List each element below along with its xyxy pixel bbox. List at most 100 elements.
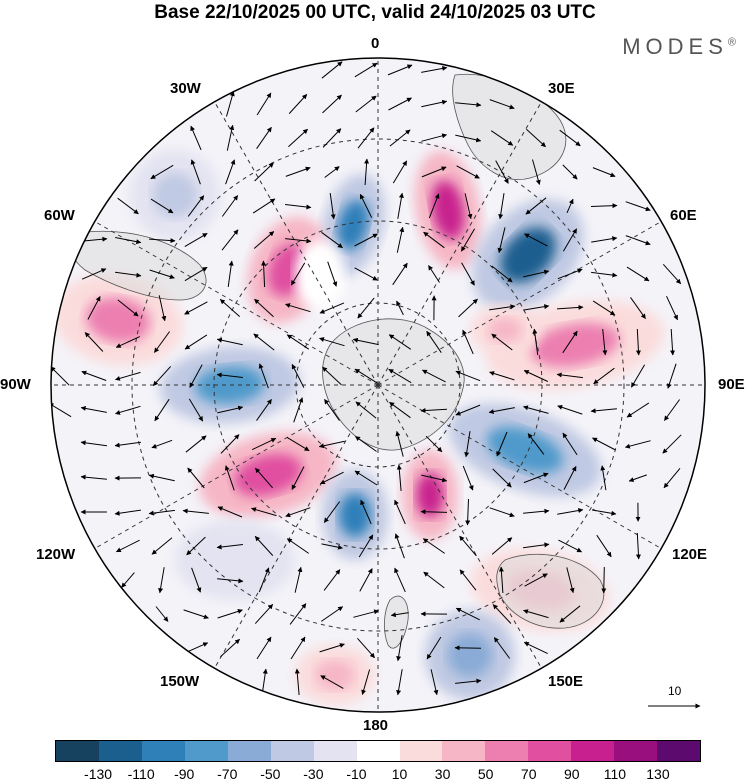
wind-arrow (562, 164, 578, 180)
wind-arrow (625, 235, 651, 246)
wind-arrow (455, 678, 482, 684)
wind-arrow (189, 364, 203, 388)
lon-label-150w: 150W (160, 673, 200, 690)
colorbar (55, 740, 701, 762)
wind-arrow (258, 567, 270, 593)
colorbar-tick-label: 90 (564, 766, 580, 782)
lon-label-180: 180 (363, 717, 389, 734)
wind-arrow (321, 231, 343, 249)
wind-arrow (426, 636, 442, 660)
wind-arrow (254, 604, 274, 624)
wind-arrow (318, 440, 345, 449)
wind-arrow (566, 198, 574, 214)
wind-arrow (458, 298, 478, 318)
wind-arrow (224, 465, 235, 491)
wind-arrow (390, 612, 409, 618)
wind-arrow (150, 198, 174, 214)
wind-arrow (154, 398, 170, 422)
anomaly-core-8 (233, 453, 303, 497)
wind-arrow (459, 569, 477, 591)
wind-arrow (81, 370, 107, 381)
wind-arrow (397, 192, 404, 219)
wind-arrow (592, 167, 616, 178)
wind-arrow (319, 471, 344, 485)
wind-arrow (80, 405, 107, 413)
wind-arrow (493, 637, 511, 659)
wind-arrow (601, 566, 607, 594)
wind-arrow (354, 368, 378, 384)
anomaly-core-16 (315, 660, 355, 690)
wind-arrow (562, 432, 578, 456)
wind-arrow (456, 165, 480, 179)
wind-arrow (354, 470, 378, 486)
wind-arrow (364, 158, 370, 186)
wind-arrow (423, 571, 445, 589)
colorbar-tick-label: -10 (346, 766, 367, 782)
wind-arrow (285, 507, 311, 518)
wind-arrow (291, 466, 305, 490)
wind-arrow (523, 641, 548, 655)
wind-arrow (256, 636, 272, 660)
colorbar-segment-8 (399, 741, 443, 761)
colorbar-tick-label: -110 (127, 766, 155, 782)
wind-arrow (216, 372, 243, 378)
wind-arrow (592, 437, 616, 451)
wind-arrow (291, 363, 305, 388)
wind-arrow (426, 330, 442, 353)
wind-arrow (182, 508, 209, 514)
colorbar-segment-4 (227, 741, 271, 761)
wind-arrow (455, 102, 482, 108)
meridian-240 (91, 384, 379, 551)
wind-arrow (421, 133, 448, 142)
wind-arrow (626, 402, 650, 418)
colorbar-tick-label: 50 (477, 766, 494, 782)
wind-arrow (523, 269, 550, 278)
wind-arrow (559, 605, 581, 623)
wind-arrow (395, 430, 404, 457)
anomaly-core-6 (195, 365, 265, 405)
wind-arrow (217, 506, 243, 518)
wind-arrow (489, 507, 515, 518)
wind-arrow (394, 499, 406, 525)
wind-arrow (626, 266, 650, 282)
modes-logo: MODES® (622, 34, 736, 60)
wind-arrow (455, 134, 482, 143)
wind-arrow (227, 260, 234, 287)
wind-arrow (496, 431, 508, 457)
wind-arrow (523, 405, 549, 414)
wind-arrow (191, 567, 202, 593)
wind-arrow (322, 366, 342, 386)
wind-arrow (357, 127, 375, 149)
colorbar-tick-label: -70 (217, 766, 238, 782)
wind-arrow (320, 675, 344, 689)
wind-arrow (663, 467, 681, 489)
wind-arrow (454, 645, 482, 651)
wind-arrow (394, 567, 406, 593)
colorbar-segment-5 (270, 741, 314, 761)
wind-arrow (220, 638, 240, 658)
wind-arrow (498, 566, 504, 594)
wind-arrow (527, 433, 545, 455)
colorbar-segment-10 (485, 741, 529, 761)
lon-label-60w: 60W (44, 207, 75, 224)
wind-arrow (329, 193, 336, 220)
wind-arrow (389, 129, 411, 147)
colorbar-tick-label: 10 (391, 766, 408, 782)
wind-arrow (117, 299, 139, 317)
anomaly-core-1 (431, 180, 465, 240)
wind-arrow (396, 300, 404, 316)
wind-arrow (593, 367, 615, 385)
map-boundary (50, 57, 706, 713)
wind-arrow (490, 130, 514, 146)
lon-label-60e: 60E (670, 207, 697, 224)
wind-arrow (563, 465, 577, 490)
wind-arrow (217, 578, 244, 584)
wind-arrow (184, 266, 208, 282)
wind-arrow (492, 604, 512, 624)
wind-arrow (256, 92, 272, 116)
wind-arrow (285, 166, 311, 177)
wind-arrow (149, 269, 175, 279)
wind-arrow (183, 609, 209, 620)
wind-arrow (557, 404, 583, 415)
wind-arrow (216, 544, 243, 550)
